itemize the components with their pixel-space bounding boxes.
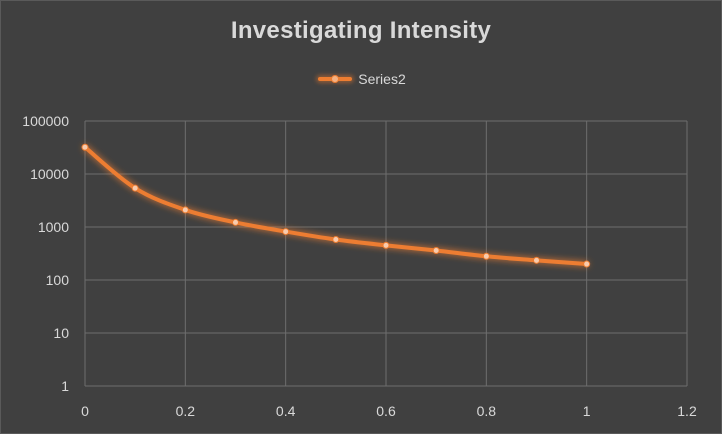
y-tick-label: 1: [61, 378, 69, 394]
x-tick-label: 0.8: [477, 403, 497, 419]
series-line: [83, 145, 589, 267]
data-point: [382, 241, 390, 249]
y-tick-label: 100000: [22, 113, 69, 129]
x-tick-label: 0.6: [376, 403, 396, 419]
data-point: [232, 218, 239, 226]
data-point: [282, 228, 290, 236]
x-tick-label: 1.2: [677, 403, 697, 419]
data-point: [432, 247, 440, 255]
x-tick-label: 1: [583, 403, 591, 419]
data-point: [181, 206, 189, 214]
data-point: [81, 143, 89, 151]
y-tick-label: 10: [53, 325, 69, 341]
y-tick-label: 1000: [38, 219, 69, 235]
y-tick-label: 100: [46, 272, 70, 288]
data-point: [131, 184, 139, 192]
y-tick-label: 10000: [30, 166, 69, 182]
chart-title: Investigating Intensity: [230, 17, 492, 44]
data-point: [332, 236, 340, 244]
data-point: [583, 260, 591, 268]
x-tick-label: 0.2: [176, 403, 196, 419]
legend-series-marker: [316, 74, 354, 84]
legend: Series2: [1, 71, 721, 87]
x-tick-label: 0.4: [276, 403, 296, 419]
data-point: [533, 256, 540, 264]
x-tick-label: 0: [81, 403, 89, 419]
legend-series-label: Series2: [358, 71, 406, 87]
data-point: [482, 252, 490, 260]
